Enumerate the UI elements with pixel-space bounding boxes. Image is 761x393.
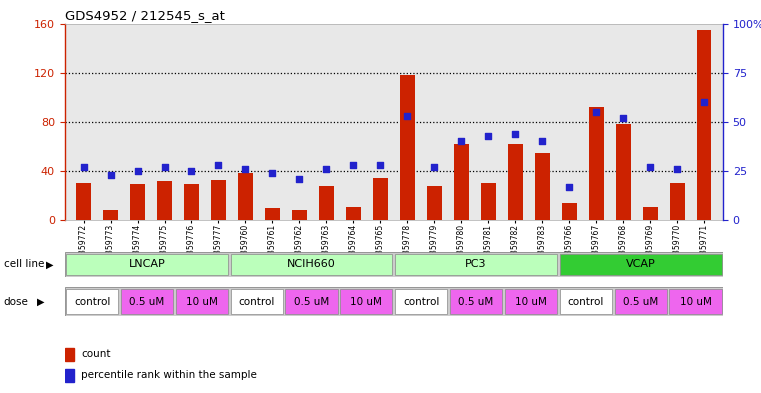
Bar — [130, 184, 145, 220]
Text: 0.5 uM: 0.5 uM — [458, 297, 494, 307]
Point — [644, 164, 656, 170]
Bar — [231, 289, 283, 314]
Bar — [395, 253, 557, 275]
Bar — [427, 186, 441, 220]
Point — [671, 166, 683, 172]
Bar — [589, 107, 603, 220]
Bar — [66, 253, 228, 275]
Point — [563, 184, 575, 190]
Bar — [66, 289, 118, 314]
Point — [698, 99, 710, 105]
Bar — [346, 207, 361, 220]
Point — [158, 164, 170, 170]
Point — [401, 113, 413, 119]
Point — [186, 168, 198, 174]
Bar — [157, 181, 172, 220]
Bar — [265, 208, 280, 220]
Text: 10 uM: 10 uM — [351, 297, 382, 307]
Text: LNCAP: LNCAP — [129, 259, 165, 269]
Point — [536, 138, 548, 145]
Point — [78, 164, 90, 170]
Text: ▶: ▶ — [37, 297, 45, 307]
Text: 10 uM: 10 uM — [515, 297, 547, 307]
Bar — [535, 152, 549, 220]
Bar — [395, 289, 447, 314]
Bar — [76, 183, 91, 220]
Bar — [508, 144, 523, 220]
Point — [212, 162, 224, 168]
Bar — [696, 30, 712, 220]
Text: GDS4952 / 212545_s_at: GDS4952 / 212545_s_at — [65, 9, 224, 22]
Bar — [340, 289, 393, 314]
Text: 0.5 uM: 0.5 uM — [294, 297, 330, 307]
Point — [509, 130, 521, 137]
Text: percentile rank within the sample: percentile rank within the sample — [81, 370, 257, 380]
Bar — [121, 289, 173, 314]
Bar — [670, 289, 721, 314]
Bar — [562, 203, 577, 220]
Point — [240, 166, 252, 172]
Point — [617, 115, 629, 121]
Text: cell line: cell line — [4, 259, 44, 270]
Point — [320, 166, 333, 172]
Bar — [373, 178, 388, 220]
Point — [482, 132, 495, 139]
Point — [293, 176, 305, 182]
Text: control: control — [403, 297, 439, 307]
Text: count: count — [81, 349, 111, 359]
Bar — [211, 180, 226, 220]
Bar — [560, 253, 721, 275]
Bar — [643, 207, 658, 220]
Bar — [615, 289, 667, 314]
Point — [347, 162, 359, 168]
Bar — [450, 289, 502, 314]
Bar — [231, 253, 393, 275]
Bar — [454, 144, 469, 220]
Point — [104, 172, 116, 178]
Point — [266, 170, 279, 176]
Text: NCIH660: NCIH660 — [287, 259, 336, 269]
Text: 10 uM: 10 uM — [680, 297, 712, 307]
Text: 0.5 uM: 0.5 uM — [623, 297, 658, 307]
Bar — [65, 369, 74, 382]
Text: PC3: PC3 — [465, 259, 487, 269]
Bar — [481, 183, 495, 220]
Text: ▶: ▶ — [46, 259, 53, 270]
Bar — [400, 75, 415, 220]
Bar — [285, 289, 338, 314]
Text: dose: dose — [4, 297, 29, 307]
Bar — [505, 289, 557, 314]
Point — [590, 109, 602, 115]
Bar — [65, 347, 74, 361]
Bar — [103, 210, 118, 220]
Bar — [319, 186, 334, 220]
Point — [132, 168, 144, 174]
Text: VCAP: VCAP — [626, 259, 655, 269]
Text: 10 uM: 10 uM — [186, 297, 218, 307]
Point — [374, 162, 387, 168]
Text: control: control — [74, 297, 110, 307]
Text: control: control — [568, 297, 604, 307]
Point — [428, 164, 441, 170]
Point — [455, 138, 467, 145]
Bar — [560, 289, 612, 314]
Text: 0.5 uM: 0.5 uM — [129, 297, 164, 307]
Bar — [616, 124, 631, 220]
Bar — [238, 173, 253, 220]
Bar — [184, 184, 199, 220]
Bar — [670, 183, 684, 220]
Text: control: control — [238, 297, 275, 307]
Bar — [176, 289, 228, 314]
Bar — [292, 210, 307, 220]
